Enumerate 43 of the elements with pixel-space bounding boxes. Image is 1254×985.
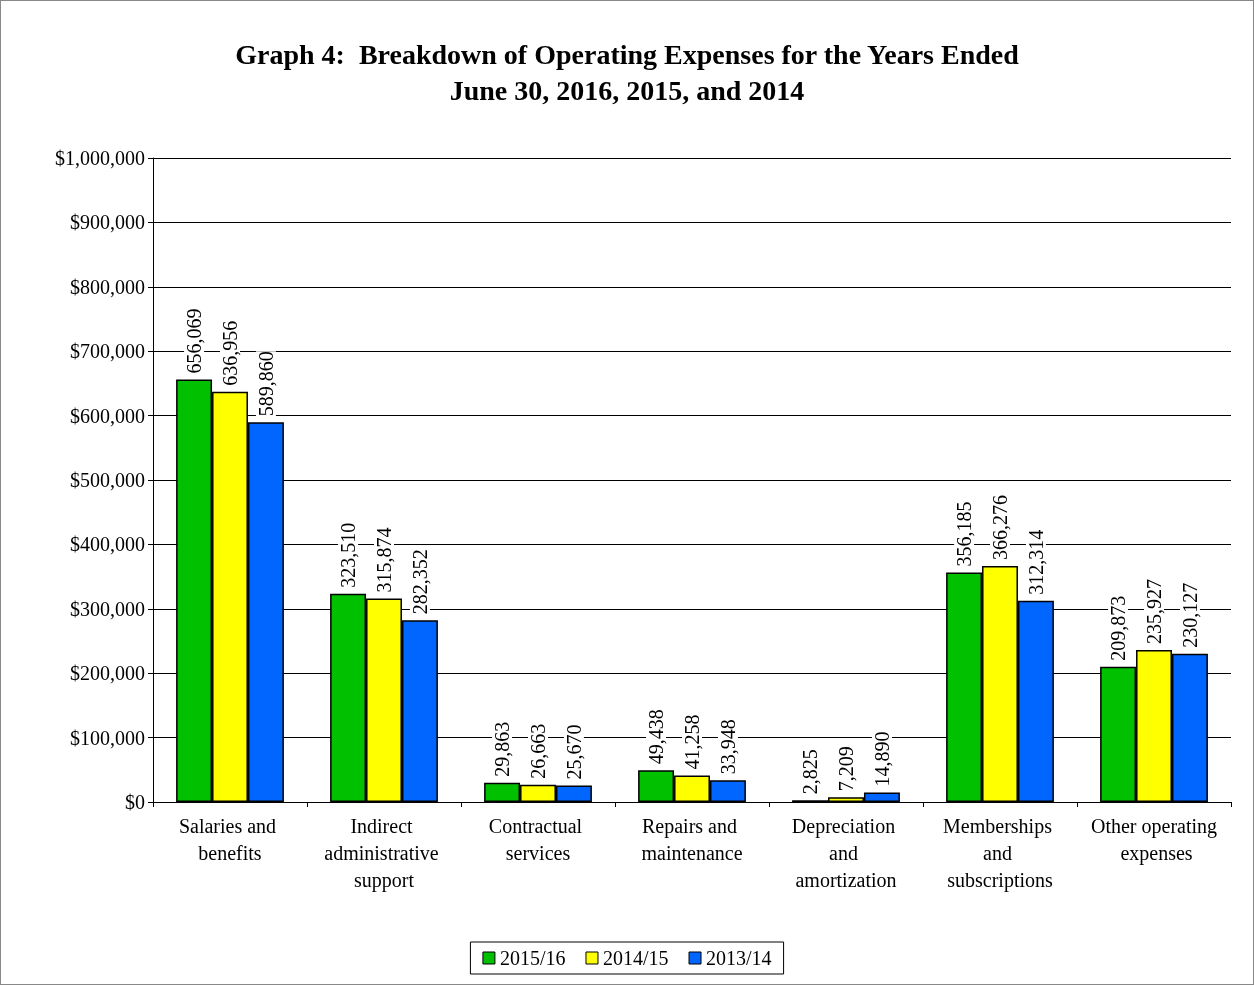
data-label: 14,890 <box>870 731 893 787</box>
data-label: 25,670 <box>562 724 585 780</box>
data-label: 589,860 <box>254 351 277 417</box>
data-label: 26,663 <box>527 723 549 779</box>
data-label: 41,258 <box>681 714 703 770</box>
data-label: 29,863 <box>491 721 514 777</box>
data-label: 323,510 <box>337 522 360 588</box>
y-tick-label: $700,000 <box>70 340 145 363</box>
y-tick-label: $300,000 <box>70 597 145 620</box>
data-label: 235,927 <box>1143 579 1165 645</box>
data-label: 2,825 <box>799 749 822 795</box>
y-tick-label: $600,000 <box>70 404 145 427</box>
data-label: 366,276 <box>989 495 1011 561</box>
chart-title: Graph 4: Breakdown of Operating Expenses for the Years Ended June 30, 2016, 2015, and 2014 <box>235 38 1020 106</box>
data-label: 282,352 <box>408 549 431 615</box>
x-tick-label: Contractual services <box>488 814 588 864</box>
data-label: 315,874 <box>373 527 395 593</box>
data-label: 312,314 <box>1024 529 1047 595</box>
y-tick-label: $400,000 <box>70 533 145 556</box>
x-tick-label: Other operating expenses <box>1090 814 1218 865</box>
y-tick-label: $500,000 <box>70 469 145 491</box>
data-label: 356,185 <box>953 501 976 567</box>
x-tick-label: Indirect administrative support <box>324 814 444 892</box>
data-label: 7,209 <box>835 746 857 792</box>
legend-label: 2015/16 <box>499 947 566 969</box>
y-tick-label: $900,000 <box>70 211 145 234</box>
legend-label: 2013/14 <box>706 947 772 969</box>
data-label: 209,873 <box>1107 595 1130 661</box>
x-tick-label: Depreciation and amortization <box>791 814 901 891</box>
x-tick-label: Memberships and subscriptions <box>943 814 1057 892</box>
data-label: 49,438 <box>645 709 668 765</box>
y-tick-label: $0 <box>125 791 145 813</box>
y-tick-label: $200,000 <box>70 662 145 685</box>
y-tick-label: $800,000 <box>70 275 145 298</box>
data-label: 230,127 <box>1178 582 1201 648</box>
y-tick-label: $100,000 <box>70 726 145 749</box>
x-tick-label: Salaries and benefits <box>178 814 282 864</box>
x-tick-label: Repairs and maintenance <box>641 814 743 864</box>
legend-label: 2014/15 <box>602 947 669 969</box>
data-label: 656,069 <box>183 308 206 374</box>
data-label: 636,956 <box>219 320 241 386</box>
y-tick-label: $1,000,000 <box>55 147 145 169</box>
data-label: 33,948 <box>716 719 739 775</box>
